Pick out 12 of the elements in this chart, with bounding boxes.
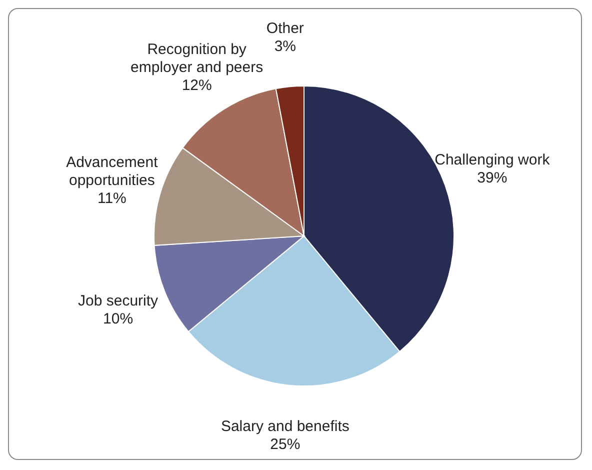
data-label: 39%	[477, 168, 508, 186]
data-label: 3%	[274, 37, 296, 54]
slice-label: Salary and benefits	[220, 418, 350, 435]
data-label: 11%	[97, 190, 126, 207]
data-label: 12%	[182, 76, 212, 94]
slice-label: Recognition by employer and peers	[130, 40, 264, 76]
slice-label: Other	[266, 19, 304, 36]
slice-label: Advancement opportunities	[66, 154, 159, 189]
slice-label: Job security	[78, 292, 159, 310]
slice-label: Challenging work	[434, 150, 550, 168]
data-label: 10%	[103, 310, 134, 328]
data-label: 25%	[270, 436, 300, 453]
